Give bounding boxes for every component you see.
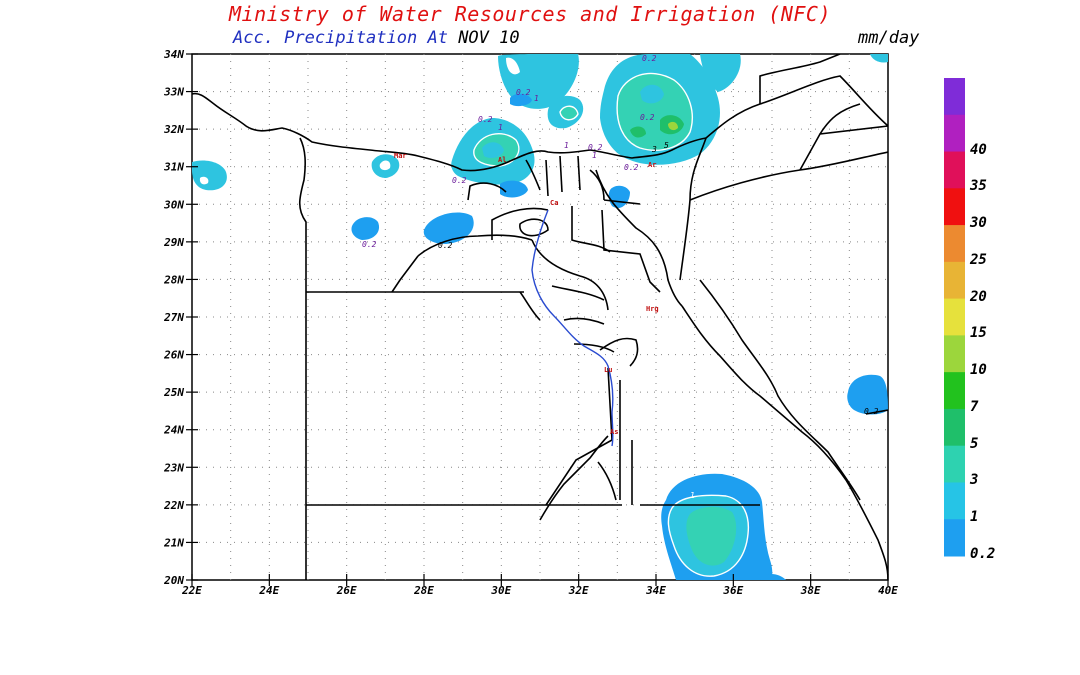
contour-label: 1 xyxy=(498,123,503,132)
contour-label: 0.2 xyxy=(452,176,467,185)
colorbar-label: 1 xyxy=(970,509,979,526)
latitude-label: 29N xyxy=(163,236,184,249)
longitude-label: 40E xyxy=(878,584,898,597)
colorbar-swatch xyxy=(944,188,965,226)
contour-label: 3 xyxy=(651,145,657,154)
longitude-label: 36E xyxy=(722,584,743,597)
latitude-label: 24N xyxy=(163,424,184,437)
latitude-label: 20N xyxy=(163,574,184,587)
latitude-label: 31N xyxy=(163,161,184,174)
contour-label: 0.2 xyxy=(864,407,879,416)
subtitle-prefix: Acc. Precipitation At xyxy=(233,28,448,48)
longitude-label: 38E xyxy=(800,584,821,597)
longitude-label: 32E xyxy=(568,584,589,597)
colorbar-swatch xyxy=(944,408,965,447)
latitude-label: 21N xyxy=(163,536,184,549)
colorbar-label: 40 xyxy=(970,141,987,158)
forecast-date: NOV 10 xyxy=(458,28,520,48)
colorbar-swatch xyxy=(944,78,965,116)
colorbar-label: 0.2 xyxy=(970,546,996,562)
contour-label: 1 xyxy=(534,94,539,103)
colorbar-label: 5 xyxy=(970,435,979,452)
colorbar-label: 20 xyxy=(970,288,987,305)
city-label: Al xyxy=(498,156,506,164)
contour-label: 0.2 xyxy=(516,88,531,97)
longitude-label: 28E xyxy=(413,584,434,597)
latitude-label: 30N xyxy=(163,198,184,211)
boundaries xyxy=(192,54,888,580)
colorbar-label: 7 xyxy=(970,398,979,415)
longitude-label: 34E xyxy=(645,584,666,597)
city-label: Hrg xyxy=(646,305,659,313)
longitude-label: 22E xyxy=(181,584,202,597)
colorbar-swatch xyxy=(944,298,965,336)
contour-labels: 0.210.210.20.21 0.20.20.213 50.20.20.21 xyxy=(362,54,879,500)
map-title: Ministry of Water Resources and Irrigati… xyxy=(229,2,831,26)
colorbar-label: 30 xyxy=(970,215,987,232)
contour-label: 0.2 xyxy=(438,241,453,250)
precip-area-northwest xyxy=(192,154,474,244)
colorbar xyxy=(944,78,965,557)
longitude-label: 24E xyxy=(258,584,279,597)
colorbar-swatch xyxy=(944,445,965,483)
latitude-label: 28N xyxy=(163,273,184,286)
precip-area-east xyxy=(847,374,888,415)
nile-river xyxy=(531,209,614,447)
contour-label: 1 xyxy=(592,151,597,160)
contour-label: 0.2 xyxy=(478,115,493,124)
colorbar-label: 15 xyxy=(970,325,987,342)
colorbar-label: 3 xyxy=(970,472,979,489)
contour-lines xyxy=(473,72,750,577)
colorbar-swatch xyxy=(944,261,965,300)
colorbar-swatch xyxy=(944,335,965,373)
city-labels: Mar Al Ca Hrg Lu As Ar xyxy=(394,152,659,436)
colorbar-swatch xyxy=(944,225,965,263)
latitude-label: 33N xyxy=(163,86,184,99)
colorbar-swatch xyxy=(944,519,965,557)
colorbar-label: 10 xyxy=(970,362,987,379)
precip-area-delta xyxy=(451,54,630,209)
colorbar-swatch xyxy=(944,372,965,410)
colorbar-swatch xyxy=(944,114,965,153)
longitude-label: 26E xyxy=(336,584,357,597)
map-subtitle: Acc. Precipitation At NOV 10 xyxy=(233,28,520,48)
latitude-label: 25N xyxy=(163,386,184,399)
units-label: mm/day xyxy=(858,28,920,48)
contour-label: 1 xyxy=(564,141,569,150)
colorbar-label: 35 xyxy=(970,178,987,195)
latitude-label: 27N xyxy=(163,311,184,324)
contour-label: 0.2 xyxy=(362,240,377,249)
city-label: Lu xyxy=(604,366,612,374)
latitude-label: 22N xyxy=(163,499,184,512)
contour-label: 5 xyxy=(664,141,669,150)
latitude-label: 34N xyxy=(163,48,184,61)
latitude-label: 23N xyxy=(163,461,184,474)
latitude-label: 26N xyxy=(163,349,184,362)
precip-area-south xyxy=(661,473,786,580)
city-label: Mar xyxy=(394,152,407,160)
colorbar-label: 25 xyxy=(970,251,987,268)
colorbar-swatch xyxy=(944,151,965,189)
precip-area-sinai xyxy=(547,54,888,165)
longitude-labels: 22E 24E 26E 28E 30E 32E 34E 36E 38E 40E xyxy=(181,574,898,597)
contour-label: 0.2 xyxy=(588,143,603,152)
city-label: Ar xyxy=(648,161,656,169)
contour-label: 0.2 xyxy=(642,54,657,63)
latitude-labels: 34N 33N 32N 31N 30N 29N 28N 27N 26N 25N 24N 23N 22N 2… xyxy=(163,48,198,587)
contour-label: 1 xyxy=(690,491,695,500)
city-label: Ca xyxy=(550,199,558,207)
city-label: As xyxy=(610,428,618,436)
contour-label: 0.2 xyxy=(640,113,655,122)
longitude-label: 30E xyxy=(490,584,511,597)
colorbar-swatch xyxy=(944,482,965,520)
latitude-label: 32N xyxy=(163,123,184,136)
contour-label: 0.2 xyxy=(624,163,639,172)
